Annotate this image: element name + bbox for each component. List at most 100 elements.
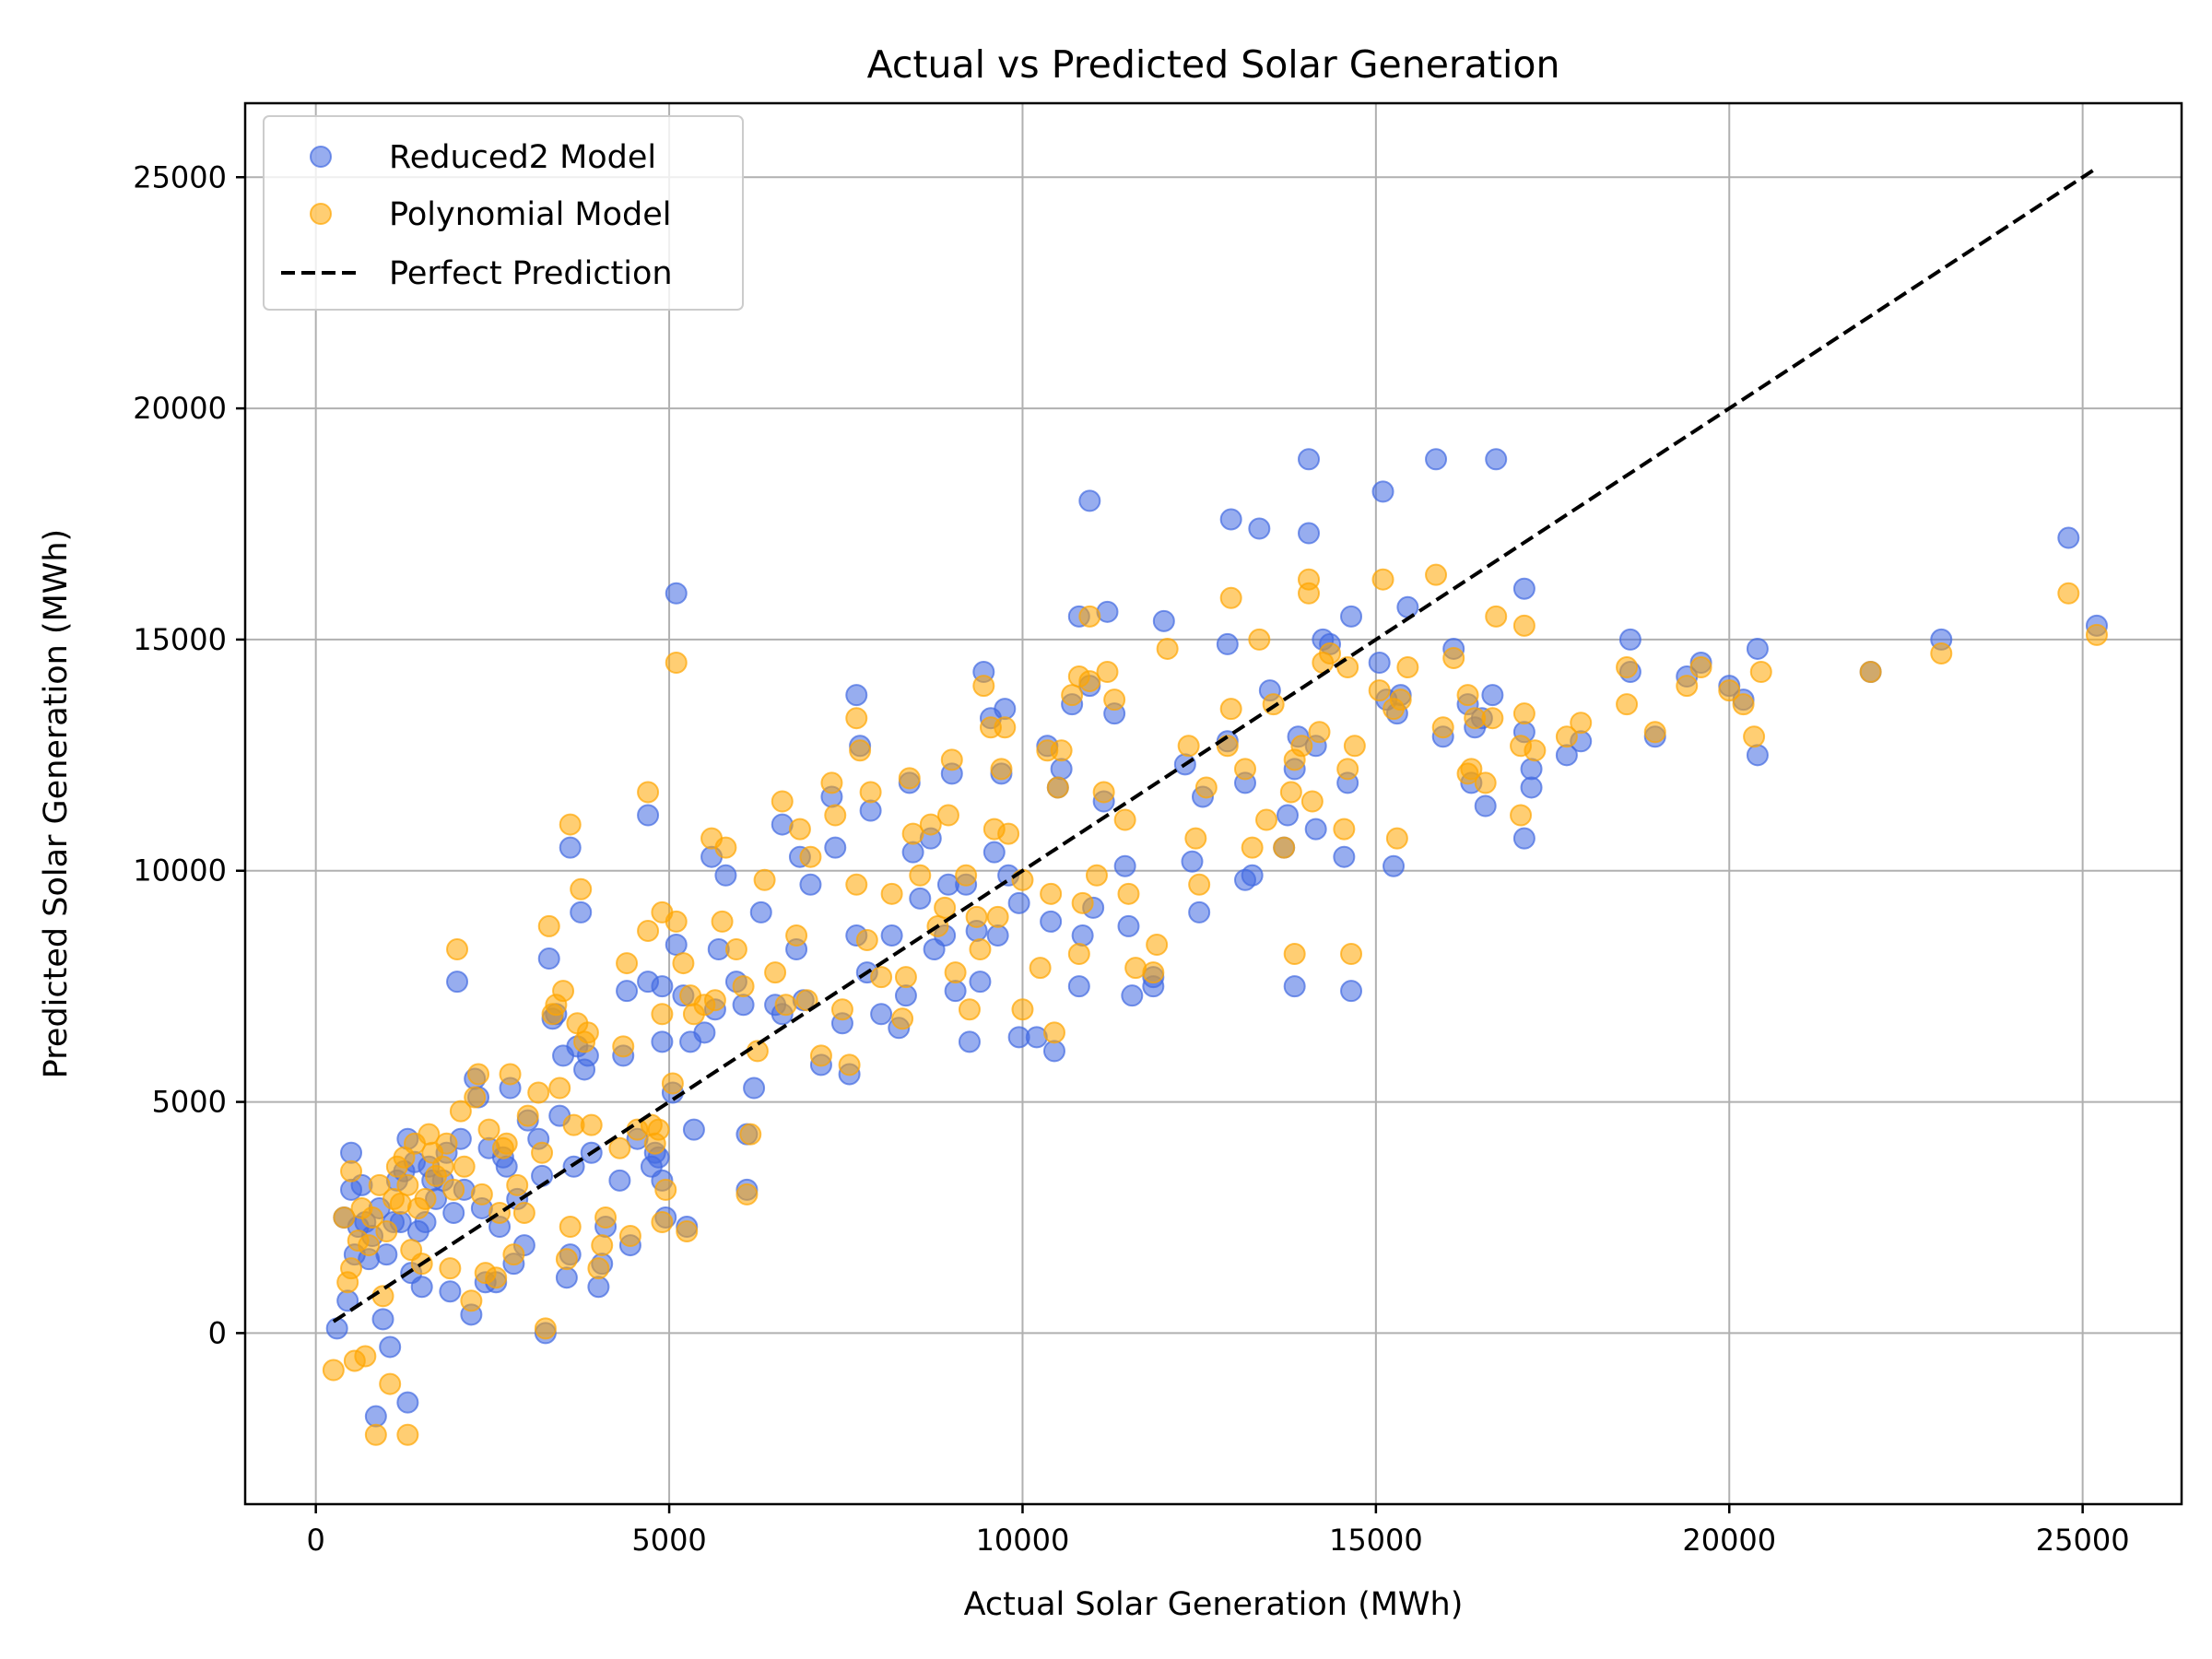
data-point [682,1003,705,1026]
data-point [566,1012,589,1035]
data-point [990,758,1013,781]
data-point [1425,563,1448,586]
data-point [637,781,660,804]
data-point [1124,957,1147,980]
data-point [637,971,660,994]
data-point [711,910,734,933]
data-point [1689,656,1712,679]
data-point [371,1285,394,1308]
data-point [1029,957,1052,980]
data-point [340,1178,363,1201]
data-point [1071,891,1094,914]
y-tick-label: 15000 [133,622,227,657]
data-point [616,952,639,975]
data-point [559,836,582,859]
plot-area [322,166,2108,1446]
data-point [1510,804,1533,827]
data-point [1241,836,1264,859]
data-point [894,984,917,1007]
data-point [845,873,868,896]
data-point [845,707,868,730]
data-point [944,961,967,984]
data-point [1007,1026,1030,1049]
data-point [986,924,1009,947]
data-point [1188,873,1211,896]
data-point [1396,595,1419,618]
data-point [944,980,967,1003]
data-point [1071,924,1094,947]
data-point [774,994,797,1017]
data-point [665,934,688,957]
data-point [682,1118,705,1141]
data-point [1298,582,1321,605]
data-point [1743,725,1766,748]
data-point [502,1243,525,1266]
perfect-prediction-line [332,166,2099,1324]
data-point [1283,748,1306,771]
data-point [1085,864,1108,887]
data-point [1113,808,1136,831]
data-point [859,781,882,804]
data-point [612,1035,635,1058]
data-point [1385,827,1408,850]
data-point [1343,735,1366,758]
data-point [1485,605,1508,628]
data-point [1520,776,1543,799]
data-point [771,790,794,813]
data-point [1749,661,1772,684]
data-point [470,1182,493,1206]
data-point [824,836,847,859]
data-point [587,1257,610,1280]
data-point [1103,688,1126,712]
data-point [2057,526,2080,549]
data-point [651,1003,674,1026]
data-point [1371,568,1394,591]
data-point [1485,448,1508,471]
data-point [336,1271,359,1294]
data-point [1371,480,1394,503]
data-point [537,914,560,937]
data-point [859,799,882,822]
data-point [333,1206,356,1229]
data-point [1273,836,1296,859]
data-point [676,1220,699,1243]
data-point [958,998,981,1021]
data-point [1061,684,1084,707]
data-point [1040,882,1063,905]
data-point [940,748,963,771]
data-point [506,1173,529,1196]
data-point [460,1289,483,1312]
data-point [795,989,818,1012]
data-point [732,994,755,1017]
data-point [979,716,1002,739]
data-point [1746,637,1769,660]
data-point [1732,693,1755,716]
data-point [516,1104,539,1127]
data-point [986,905,1009,928]
data-point [477,1118,500,1141]
legend-marker [310,146,332,168]
data-point [1425,448,1448,471]
data-point [1304,818,1327,841]
data-point [1067,975,1090,998]
data-point [1248,517,1271,540]
data-point [1643,721,1666,744]
x-tick-label: 5000 [631,1523,706,1558]
data-point [1121,984,1144,1007]
data-point [527,1081,550,1104]
data-point [534,1317,557,1340]
data-point [894,966,917,989]
data-point [1042,1021,1065,1044]
data-point [969,938,992,961]
data-point [1194,776,1218,799]
data-point [1510,735,1533,758]
data-point [1277,804,1300,827]
data-point [838,1053,861,1077]
data-point [870,966,893,989]
data-point [385,1155,408,1178]
data-point [809,1044,832,1067]
data-point [555,1248,578,1271]
data-point [1474,771,1497,794]
data-point [1442,646,1465,669]
